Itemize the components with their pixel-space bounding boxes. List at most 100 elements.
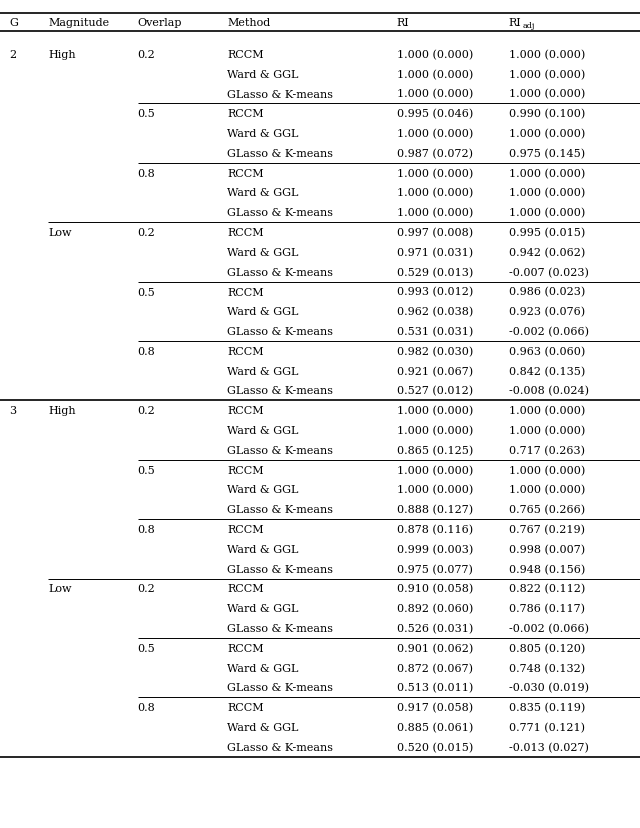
Text: Ward & GGL: Ward & GGL xyxy=(227,307,299,317)
Text: 0.8: 0.8 xyxy=(138,346,156,357)
Text: 0.995 (0.046): 0.995 (0.046) xyxy=(397,109,473,119)
Text: Ward & GGL: Ward & GGL xyxy=(227,722,299,732)
Text: G: G xyxy=(10,18,19,28)
Text: 0.786 (0.117): 0.786 (0.117) xyxy=(509,604,585,614)
Text: 0.765 (0.266): 0.765 (0.266) xyxy=(509,504,585,515)
Text: 1.000 (0.000): 1.000 (0.000) xyxy=(509,188,585,199)
Text: -0.030 (0.019): -0.030 (0.019) xyxy=(509,682,589,693)
Text: 3: 3 xyxy=(10,406,17,416)
Text: 1.000 (0.000): 1.000 (0.000) xyxy=(397,406,473,416)
Text: GLasso & K-means: GLasso & K-means xyxy=(227,267,333,277)
Text: 0.892 (0.060): 0.892 (0.060) xyxy=(397,604,473,614)
Text: 0.917 (0.058): 0.917 (0.058) xyxy=(397,702,473,713)
Text: 0.878 (0.116): 0.878 (0.116) xyxy=(397,524,473,535)
Text: GLasso & K-means: GLasso & K-means xyxy=(227,564,333,574)
Text: 1.000 (0.000): 1.000 (0.000) xyxy=(397,208,473,219)
Text: 0.986 (0.023): 0.986 (0.023) xyxy=(509,287,585,297)
Text: 2: 2 xyxy=(10,50,17,60)
Text: RCCM: RCCM xyxy=(227,109,264,119)
Text: 0.771 (0.121): 0.771 (0.121) xyxy=(509,722,585,733)
Text: 1.000 (0.000): 1.000 (0.000) xyxy=(397,484,473,495)
Text: 0.975 (0.077): 0.975 (0.077) xyxy=(397,564,473,574)
Text: Ward & GGL: Ward & GGL xyxy=(227,663,299,673)
Text: GLasso & K-means: GLasso & K-means xyxy=(227,149,333,159)
Text: 1.000 (0.000): 1.000 (0.000) xyxy=(397,50,473,60)
Text: 0.717 (0.263): 0.717 (0.263) xyxy=(509,445,585,455)
Text: -0.002 (0.066): -0.002 (0.066) xyxy=(509,623,589,633)
Text: Overlap: Overlap xyxy=(138,18,182,28)
Text: RCCM: RCCM xyxy=(227,228,264,238)
Text: 0.942 (0.062): 0.942 (0.062) xyxy=(509,248,585,258)
Text: Low: Low xyxy=(48,584,72,594)
Text: Ward & GGL: Ward & GGL xyxy=(227,188,299,198)
Text: Ward & GGL: Ward & GGL xyxy=(227,426,299,436)
Text: 0.527 (0.012): 0.527 (0.012) xyxy=(397,386,473,396)
Text: 0.5: 0.5 xyxy=(138,465,156,475)
Text: 0.975 (0.145): 0.975 (0.145) xyxy=(509,148,585,159)
Text: 0.997 (0.008): 0.997 (0.008) xyxy=(397,228,473,238)
Text: GLasso & K-means: GLasso & K-means xyxy=(227,445,333,455)
Text: 1.000 (0.000): 1.000 (0.000) xyxy=(509,484,585,495)
Text: 0.2: 0.2 xyxy=(138,406,156,416)
Text: RCCM: RCCM xyxy=(227,524,264,534)
Text: 0.822 (0.112): 0.822 (0.112) xyxy=(509,584,585,594)
Text: -0.008 (0.024): -0.008 (0.024) xyxy=(509,386,589,396)
Text: 0.748 (0.132): 0.748 (0.132) xyxy=(509,662,585,673)
Text: 0.8: 0.8 xyxy=(138,168,156,179)
Text: 0.999 (0.003): 0.999 (0.003) xyxy=(397,544,473,555)
Text: -0.002 (0.066): -0.002 (0.066) xyxy=(509,326,589,337)
Text: RCCM: RCCM xyxy=(227,168,264,179)
Text: 0.529 (0.013): 0.529 (0.013) xyxy=(397,267,473,277)
Text: 0.767 (0.219): 0.767 (0.219) xyxy=(509,524,585,535)
Text: High: High xyxy=(48,406,76,416)
Text: 0.8: 0.8 xyxy=(138,524,156,534)
Text: Method: Method xyxy=(227,18,271,28)
Text: 0.921 (0.067): 0.921 (0.067) xyxy=(397,366,473,377)
Text: GLasso & K-means: GLasso & K-means xyxy=(227,682,333,693)
Text: Ward & GGL: Ward & GGL xyxy=(227,485,299,495)
Text: RCCM: RCCM xyxy=(227,643,264,653)
Text: 0.998 (0.007): 0.998 (0.007) xyxy=(509,544,585,555)
Text: 0.842 (0.135): 0.842 (0.135) xyxy=(509,366,585,377)
Text: 0.865 (0.125): 0.865 (0.125) xyxy=(397,445,473,455)
Text: RCCM: RCCM xyxy=(227,287,264,297)
Text: 0.910 (0.058): 0.910 (0.058) xyxy=(397,584,473,594)
Text: RI: RI xyxy=(509,18,522,28)
Text: 0.520 (0.015): 0.520 (0.015) xyxy=(397,742,473,752)
Text: 1.000 (0.000): 1.000 (0.000) xyxy=(509,129,585,139)
Text: Ward & GGL: Ward & GGL xyxy=(227,604,299,614)
Text: 0.990 (0.100): 0.990 (0.100) xyxy=(509,109,585,119)
Text: 0.513 (0.011): 0.513 (0.011) xyxy=(397,682,473,693)
Text: 1.000 (0.000): 1.000 (0.000) xyxy=(509,406,585,416)
Text: adj: adj xyxy=(523,22,535,30)
Text: GLasso & K-means: GLasso & K-means xyxy=(227,623,333,633)
Text: -0.007 (0.023): -0.007 (0.023) xyxy=(509,267,589,277)
Text: 0.2: 0.2 xyxy=(138,228,156,238)
Text: 0.987 (0.072): 0.987 (0.072) xyxy=(397,148,473,159)
Text: 0.8: 0.8 xyxy=(138,702,156,712)
Text: Ward & GGL: Ward & GGL xyxy=(227,248,299,258)
Text: GLasso & K-means: GLasso & K-means xyxy=(227,327,333,337)
Text: 1.000 (0.000): 1.000 (0.000) xyxy=(509,426,585,436)
Text: 0.963 (0.060): 0.963 (0.060) xyxy=(509,346,585,357)
Text: 0.993 (0.012): 0.993 (0.012) xyxy=(397,287,473,297)
Text: 1.000 (0.000): 1.000 (0.000) xyxy=(397,70,473,79)
Text: -0.013 (0.027): -0.013 (0.027) xyxy=(509,742,589,752)
Text: Ward & GGL: Ward & GGL xyxy=(227,366,299,376)
Text: GLasso & K-means: GLasso & K-means xyxy=(227,208,333,218)
Text: 0.5: 0.5 xyxy=(138,109,156,119)
Text: 0.901 (0.062): 0.901 (0.062) xyxy=(397,643,473,653)
Text: 0.5: 0.5 xyxy=(138,287,156,297)
Text: RCCM: RCCM xyxy=(227,465,264,475)
Text: RCCM: RCCM xyxy=(227,346,264,357)
Text: RCCM: RCCM xyxy=(227,584,264,594)
Text: 0.2: 0.2 xyxy=(138,584,156,594)
Text: RCCM: RCCM xyxy=(227,50,264,60)
Text: GLasso & K-means: GLasso & K-means xyxy=(227,386,333,396)
Text: 1.000 (0.000): 1.000 (0.000) xyxy=(397,129,473,139)
Text: 1.000 (0.000): 1.000 (0.000) xyxy=(509,168,585,179)
Text: 1.000 (0.000): 1.000 (0.000) xyxy=(397,89,473,99)
Text: 1.000 (0.000): 1.000 (0.000) xyxy=(397,168,473,179)
Text: 0.982 (0.030): 0.982 (0.030) xyxy=(397,346,473,357)
Text: GLasso & K-means: GLasso & K-means xyxy=(227,505,333,515)
